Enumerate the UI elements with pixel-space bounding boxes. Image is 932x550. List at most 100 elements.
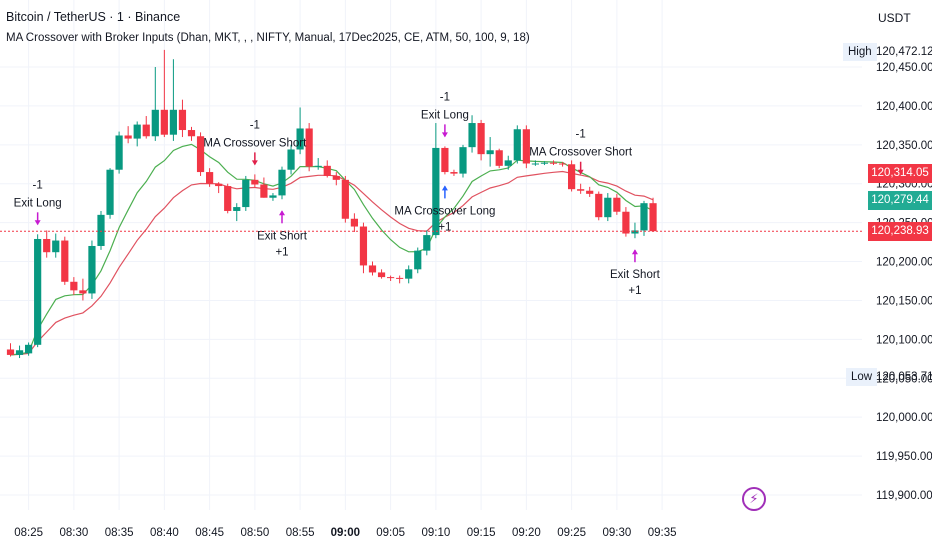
candle bbox=[106, 168, 114, 219]
signal-sell: -1 MA Crossover Short bbox=[529, 129, 633, 175]
signal-label: +1 bbox=[438, 221, 451, 233]
signal-label: MA Crossover Long bbox=[394, 205, 495, 217]
candle-body bbox=[124, 135, 132, 139]
candle bbox=[52, 233, 60, 258]
candle-body bbox=[169, 109, 177, 135]
candle-body bbox=[133, 124, 141, 139]
candle-body bbox=[215, 183, 223, 187]
candle-body bbox=[640, 203, 648, 231]
indicator-legend[interactable]: MA Crossover with Broker Inputs (Dhan, M… bbox=[6, 32, 530, 44]
candle bbox=[332, 172, 340, 186]
candle-body bbox=[151, 109, 159, 137]
y-tick-label: 120,150.00 bbox=[876, 295, 932, 307]
candle-body bbox=[368, 265, 377, 273]
candle bbox=[595, 191, 603, 221]
candle-body bbox=[377, 272, 386, 278]
candle bbox=[396, 275, 404, 284]
candle-body bbox=[414, 250, 422, 270]
candle bbox=[459, 144, 467, 178]
signal-arrow-head bbox=[251, 160, 258, 166]
x-tick-label: 08:35 bbox=[105, 527, 134, 539]
candle-body bbox=[359, 226, 368, 266]
candle bbox=[405, 265, 413, 284]
candle bbox=[242, 175, 250, 211]
signal-label: MA Crossover Short bbox=[203, 137, 307, 149]
candle-body bbox=[269, 195, 277, 198]
candle-body bbox=[432, 147, 440, 236]
candle bbox=[15, 345, 24, 359]
candle-body bbox=[224, 186, 232, 211]
signal-label: -1 bbox=[440, 91, 450, 103]
candle-body bbox=[260, 184, 268, 198]
candle bbox=[34, 234, 42, 348]
candle bbox=[387, 275, 395, 281]
signal-arrow-head bbox=[441, 185, 448, 191]
candle bbox=[640, 200, 648, 236]
candle-body bbox=[287, 149, 295, 170]
y-tick-label: 119,950.00 bbox=[876, 451, 932, 463]
signal-label: Exit Short bbox=[610, 269, 661, 281]
low-value: 120,053.71 bbox=[876, 371, 932, 383]
candle-body bbox=[341, 179, 349, 219]
candle bbox=[97, 210, 105, 250]
candle bbox=[495, 148, 503, 169]
candle-body bbox=[396, 277, 404, 279]
candle-body bbox=[350, 218, 358, 227]
candle bbox=[233, 203, 241, 222]
candle-body bbox=[604, 197, 612, 218]
candle bbox=[79, 278, 87, 301]
candle-body bbox=[323, 165, 331, 176]
y-tick-label: 120,450.00 bbox=[876, 62, 932, 74]
signal-arrow-head bbox=[631, 249, 638, 255]
candle bbox=[522, 125, 530, 169]
candle bbox=[377, 269, 386, 279]
lightning-bolt-icon[interactable]: ⚡ bbox=[742, 487, 766, 511]
signal-arrow-head bbox=[577, 169, 584, 175]
signals: -1 Exit Long -1 MA Crossover Short Exit Shor… bbox=[14, 91, 661, 297]
signal-arrow-head bbox=[279, 210, 285, 216]
candle-body bbox=[34, 238, 42, 345]
candle-body bbox=[142, 124, 150, 137]
candle bbox=[215, 182, 223, 194]
candle-body bbox=[61, 240, 69, 282]
candle bbox=[187, 126, 196, 141]
candle bbox=[604, 193, 612, 222]
candle bbox=[359, 222, 368, 274]
candle-body bbox=[586, 190, 594, 194]
candle bbox=[323, 160, 331, 178]
candle-body bbox=[251, 179, 259, 185]
candle bbox=[260, 177, 268, 198]
x-axis[interactable]: 08:25 08:30 08:35 08:40 08:45 08:50 08:55 09:00… bbox=[14, 527, 676, 539]
low-label: Low bbox=[846, 368, 878, 386]
signal-buy: MA Crossover Long +1 bbox=[394, 185, 495, 233]
signal-sell: -1 MA Crossover Short bbox=[203, 119, 307, 166]
x-tick-label: 09:10 bbox=[421, 527, 450, 539]
x-tick-label: 09:15 bbox=[467, 527, 496, 539]
x-tick-label: 08:25 bbox=[14, 527, 43, 539]
candle-body bbox=[405, 269, 413, 279]
y-tick-label: 119,900.00 bbox=[876, 490, 932, 502]
candle-body bbox=[97, 214, 105, 246]
candle bbox=[649, 197, 657, 232]
y-tick-label: 120,400.00 bbox=[876, 101, 932, 113]
candle bbox=[269, 193, 277, 201]
candle bbox=[432, 123, 440, 239]
currency-label[interactable]: USDT bbox=[878, 11, 911, 25]
y-axis[interactable]: 120,450.00120,400.00120,350.00120,300.00… bbox=[876, 62, 932, 502]
signal-label: -1 bbox=[33, 179, 43, 191]
candle-body bbox=[549, 162, 558, 164]
candle-body bbox=[106, 169, 114, 215]
candle-body bbox=[495, 150, 503, 166]
candle bbox=[151, 67, 159, 141]
signal-label: +1 bbox=[275, 246, 288, 258]
candle bbox=[43, 230, 51, 258]
candle-body bbox=[70, 281, 78, 291]
grid-lines bbox=[0, 0, 862, 510]
candle bbox=[486, 137, 494, 167]
signal-label: Exit Long bbox=[421, 109, 469, 121]
candle-body bbox=[631, 230, 639, 234]
symbol-title[interactable]: Bitcoin / TetherUS · 1 · Binance bbox=[6, 10, 181, 24]
candle bbox=[296, 107, 304, 155]
candle-body bbox=[178, 109, 187, 131]
